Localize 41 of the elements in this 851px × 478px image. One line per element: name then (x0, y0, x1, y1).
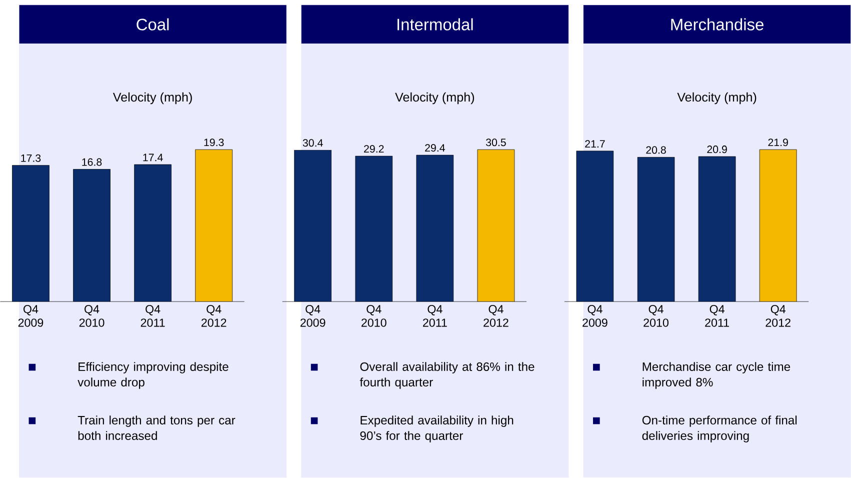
text: Efficiency improving despite volume drop (78, 362, 228, 390)
data-label: 17.4 (143, 154, 163, 162)
data-label: 17.3 (21, 154, 41, 162)
data-label: 20.8 (646, 146, 666, 154)
x-tick-label: Q4 2010 (644, 305, 668, 327)
x-tick-label: Q4 2011 (423, 305, 447, 327)
x-tick-label: Q4 2010 (79, 305, 104, 327)
data-label: 29.4 (425, 144, 445, 152)
data-label: 19.3 (204, 138, 224, 146)
text: Overall availability at 86% in the fourth quarter (360, 362, 534, 390)
data-label: 30.5 (486, 138, 506, 146)
data-label: 30.4 (302, 139, 323, 147)
chart-subtitle: Velocity (mph) (395, 92, 474, 104)
data-label: 21.7 (585, 140, 605, 148)
chart-title: Merchandise (671, 18, 764, 31)
bar (12, 165, 50, 302)
text: Merchandise car cycle time improved 8% (642, 362, 790, 390)
x-tick-label: Q4 2012 (766, 305, 790, 327)
chart-title: Coal (136, 18, 169, 31)
x-tick-label: Q4 2009 (582, 305, 608, 327)
bar (294, 150, 332, 302)
chart-subtitle: Velocity (mph) (112, 92, 192, 104)
data-label: 21.9 (768, 138, 788, 146)
bar (637, 157, 675, 302)
text: On-time performance of final deliveries improving (642, 416, 797, 443)
x-tick-label: Q4 2010 (362, 305, 386, 327)
data-label: 20.9 (707, 146, 727, 154)
data-label: 29.2 (364, 145, 384, 153)
data-label: 16.8 (82, 158, 102, 166)
text: Train length and tons per car both increased (78, 416, 236, 440)
x-tick-label: Q4 2012 (484, 305, 508, 327)
x-tick-label: Q4 2009 (18, 305, 44, 327)
x-tick-label: Q4 2012 (201, 305, 226, 327)
x-tick-label: Q4 2011 (705, 305, 729, 327)
chart-title: Intermodal (398, 18, 473, 31)
x-tick-label: Q4 2009 (300, 305, 326, 327)
x-tick-label: Q4 2011 (140, 305, 165, 327)
chart-subtitle: Velocity (mph) (677, 92, 756, 104)
bar (73, 169, 110, 302)
text: Expedited availability in high 90’s for the quarter (360, 416, 514, 443)
bar (355, 156, 393, 302)
